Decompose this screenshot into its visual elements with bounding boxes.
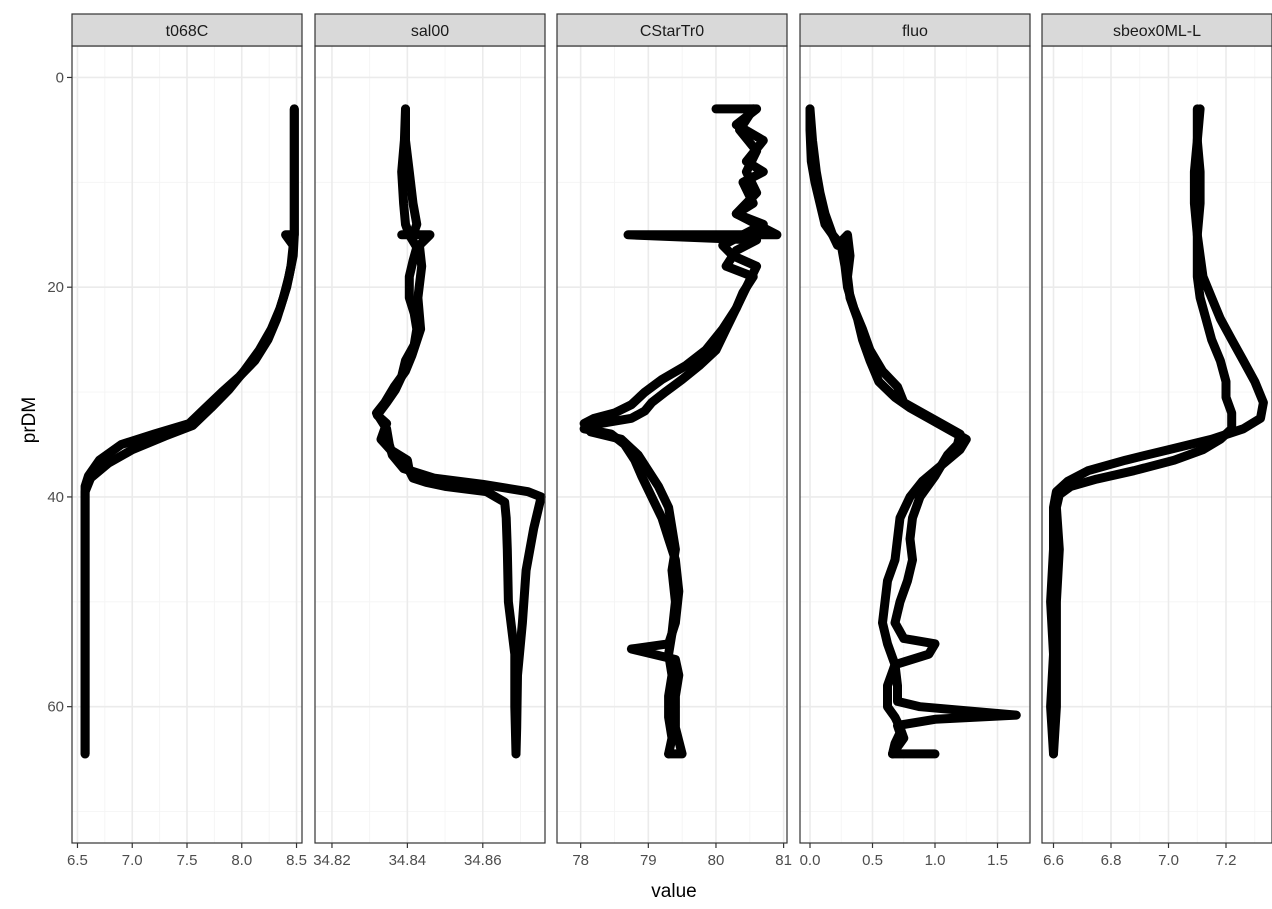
panel-cstartr0: CStarTr0 78 79 80 81 <box>556 13 792 869</box>
facet-strip-label: sbeox0ML-L <box>1113 23 1201 40</box>
facet-strip <box>71 13 303 47</box>
x-tick-label: 7.2 <box>1216 852 1237 869</box>
panel-t068c: t068C 6.5 7.0 7.5 8.0 8.5 <box>67 13 307 869</box>
facet-strip-label: t068C <box>166 23 209 40</box>
profile-line-upcast <box>1049 104 1237 759</box>
x-tick-label: 8.5 <box>286 852 307 869</box>
x-tick-label: 0.5 <box>862 852 883 869</box>
x-tick-label: 7.0 <box>122 852 143 869</box>
panel-fluo: fluo 0.0 0.5 1.0 1.5 <box>799 13 1031 869</box>
x-tick-label: 0.0 <box>800 852 821 869</box>
x-tick-label: 8.0 <box>231 852 252 869</box>
x-tick-label: 6.5 <box>67 852 88 869</box>
x-tick-label: 1.5 <box>987 852 1008 869</box>
x-tick-label: 7.0 <box>1158 852 1179 869</box>
panel-background <box>315 46 545 843</box>
panel-background <box>1042 46 1272 843</box>
x-tick-label: 79 <box>640 852 657 869</box>
facet-strip-label: CStarTr0 <box>640 23 704 40</box>
facet-strip <box>799 13 1031 47</box>
x-tick-label: 6.6 <box>1043 852 1064 869</box>
x-tick-label: 81 <box>775 852 792 869</box>
y-tick-label: 60 <box>47 699 64 716</box>
panel-sal00: sal00 34.82 34.84 34.86 <box>313 13 546 869</box>
profile-line-upcast <box>579 104 768 759</box>
x-tick-label: 78 <box>572 852 589 869</box>
facet-strip-label: sal00 <box>411 23 449 40</box>
x-axis-title: value <box>651 881 696 902</box>
y-tick-label: 20 <box>47 279 64 296</box>
facet-strip <box>556 13 788 47</box>
x-tick-label: 34.86 <box>464 852 502 869</box>
x-tick-label: 80 <box>708 852 725 869</box>
y-tick-label: 0 <box>56 69 64 86</box>
facet-strip <box>1041 13 1272 47</box>
x-tick-label: 1.0 <box>925 852 946 869</box>
y-tick-label: 40 <box>47 489 64 506</box>
facet-strip-label: fluo <box>902 23 928 40</box>
profile-line-upcast <box>80 104 299 759</box>
x-tick-label: 34.82 <box>313 852 351 869</box>
x-tick-label: 34.84 <box>389 852 427 869</box>
y-axis-title: prDM <box>19 397 40 443</box>
panel-sbeox0ml-l: sbeox0ML-L 6.6 6.8 7.0 7.2 <box>1041 13 1272 869</box>
x-tick-label: 7.5 <box>177 852 198 869</box>
profile-line-upcast <box>805 104 965 759</box>
profile-line-upcast <box>372 104 521 759</box>
x-tick-label: 6.8 <box>1101 852 1122 869</box>
facet-strip <box>314 13 546 47</box>
